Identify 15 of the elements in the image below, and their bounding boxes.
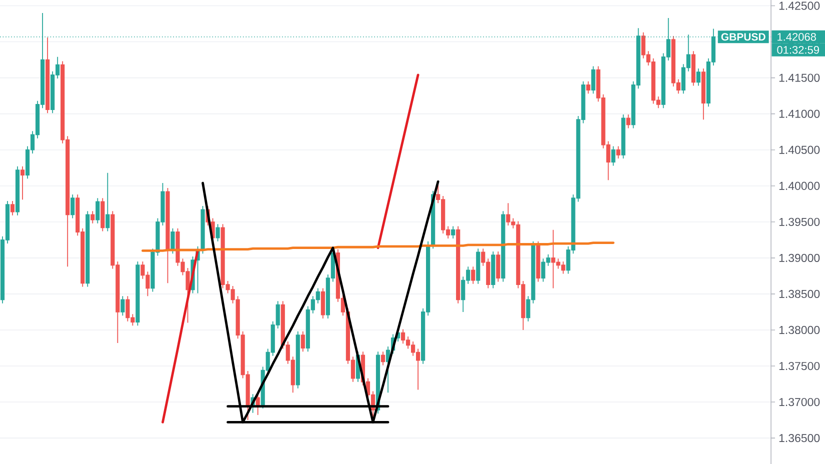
y-tick-label: 1.40000 [779,182,820,190]
y-tick-label: 1.38000 [779,326,820,334]
y-tick-label: 1.38500 [779,290,820,298]
text: 1.42068 [778,32,816,41]
y-tick-label: 1.36500 [779,434,820,442]
y-tick-label: 1.37000 [779,398,820,406]
ref-line-label: GBPUSD [721,33,766,41]
y-tick-label: 1.40500 [779,146,820,154]
y-tick-label: 1.42500 [779,2,820,10]
y-tick-label: 1.39500 [779,218,820,226]
y-tick-label: 1.41000 [779,110,820,118]
y-tick-label: 1.37500 [779,362,820,370]
text: 01:32:59 [777,46,819,54]
y-tick-label: 1.41500 [779,74,820,82]
y-tick-label: 1.39000 [779,254,820,262]
